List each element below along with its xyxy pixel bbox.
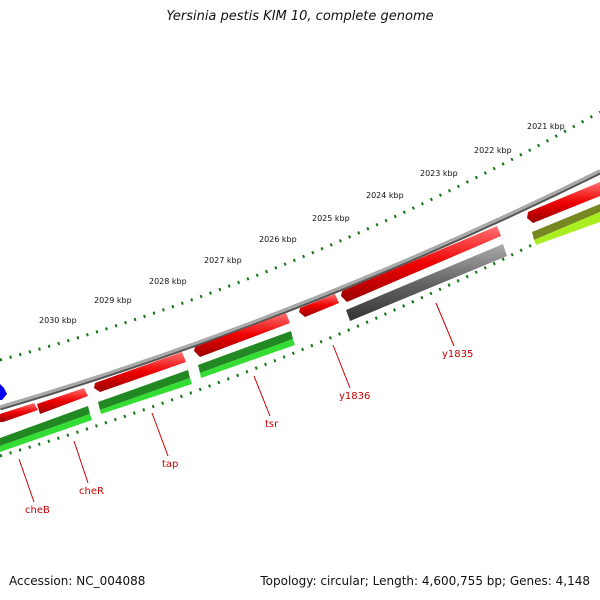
scale-label-2028: 2028 kbp <box>149 277 187 286</box>
scale-label-2025: 2025 kbp <box>312 214 350 223</box>
scale-label-2021: 2021 kbp <box>527 122 565 131</box>
cds-y1836-block[interactable] <box>299 294 339 317</box>
topology-text: Topology: circular; Length: 4,600,755 bp… <box>260 574 590 588</box>
green-block-1[interactable] <box>0 406 90 446</box>
leader-tsr <box>253 375 271 417</box>
scale-labels: 2030 kbp 2029 kbp 2028 kbp 2027 kbp 2026… <box>39 122 565 325</box>
leader-tap <box>151 412 169 457</box>
green-block-1-light[interactable] <box>0 414 92 452</box>
olive-block[interactable] <box>532 204 600 240</box>
gene-label-tsr[interactable]: tsr <box>265 419 279 430</box>
gray-block-y1835[interactable] <box>346 244 507 321</box>
gene-label-y1835[interactable]: y1835 <box>442 349 473 360</box>
backbone-shadow <box>0 169 600 411</box>
scale-label-2024: 2024 kbp <box>366 191 404 200</box>
cds-cheR-block[interactable] <box>37 388 88 414</box>
leader-y1835 <box>435 302 455 347</box>
cds-forward-track <box>0 182 600 422</box>
green-block-3[interactable] <box>198 331 293 373</box>
green-block-2[interactable] <box>98 370 190 410</box>
cds-tap-block[interactable] <box>94 352 186 392</box>
scale-label-2022: 2022 kbp <box>474 146 512 155</box>
map-title: Yersinia pestis KIM 10, complete genome <box>166 9 434 24</box>
leader-cheR <box>73 440 89 484</box>
gene-label-cheR[interactable]: cheR <box>79 486 104 497</box>
scale-label-2030: 2030 kbp <box>39 316 77 325</box>
cds-cheB-block[interactable] <box>0 403 38 422</box>
scale-label-2026: 2026 kbp <box>259 235 297 244</box>
gene-labels: cheB cheR tap tsr y1836 y1835 <box>25 349 473 516</box>
reverse-track <box>0 204 600 452</box>
cds-y1835-block[interactable] <box>341 226 501 302</box>
backbone <box>0 169 600 409</box>
scale-label-2029: 2029 kbp <box>94 296 132 305</box>
gene-label-cheB[interactable]: cheB <box>25 505 50 516</box>
accession-text: Accession: NC_004088 <box>9 574 146 588</box>
scale-label-2027: 2027 kbp <box>204 256 242 265</box>
cds-tsr-block[interactable] <box>194 313 290 357</box>
gene-label-tap[interactable]: tap <box>162 459 178 470</box>
blue-feature[interactable] <box>0 384 7 400</box>
gene-label-y1836[interactable]: y1836 <box>339 391 370 402</box>
lime-block[interactable] <box>534 212 600 245</box>
leader-y1836 <box>332 344 351 389</box>
cds-right-block[interactable] <box>527 182 600 223</box>
scale-label-2023: 2023 kbp <box>420 169 458 178</box>
green-block-3-light[interactable] <box>200 339 295 378</box>
green-block-2-light[interactable] <box>100 378 192 414</box>
leader-cheB <box>18 458 35 503</box>
gene-leader-lines <box>18 302 455 503</box>
